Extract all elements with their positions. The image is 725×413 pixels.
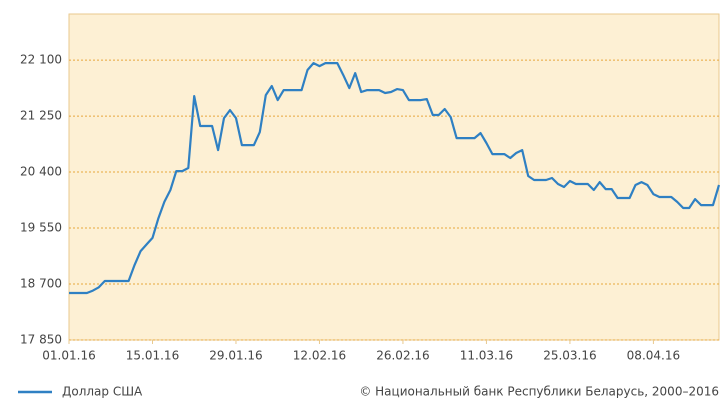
plot-area	[68, 13, 720, 341]
x-tick-label: 29.01.16	[209, 349, 262, 363]
y-tick-label: 19 550	[20, 221, 62, 235]
data-line	[69, 62, 721, 295]
y-tick-label: 17 850	[20, 333, 62, 347]
x-tick-label: 15.01.16	[126, 349, 179, 363]
x-tick-label: 25.03.16	[543, 349, 596, 363]
x-tick-label: 11.03.16	[460, 349, 513, 363]
legend-label: Доллар США	[62, 385, 143, 399]
x-tick-label: 01.01.16	[42, 349, 95, 363]
y-tick-label: 20 400	[20, 165, 62, 179]
x-tick-label: 08.04.16	[627, 349, 680, 363]
y-tick-label: 21 250	[20, 109, 62, 123]
source-note: © Национальный банк Республики Беларусь,…	[359, 385, 719, 399]
y-tick-label: 18 700	[20, 277, 62, 291]
y-tick-label: 22 100	[20, 53, 62, 67]
x-tick-label: 26.02.16	[376, 349, 429, 363]
x-tick-label: 12.02.16	[293, 349, 346, 363]
